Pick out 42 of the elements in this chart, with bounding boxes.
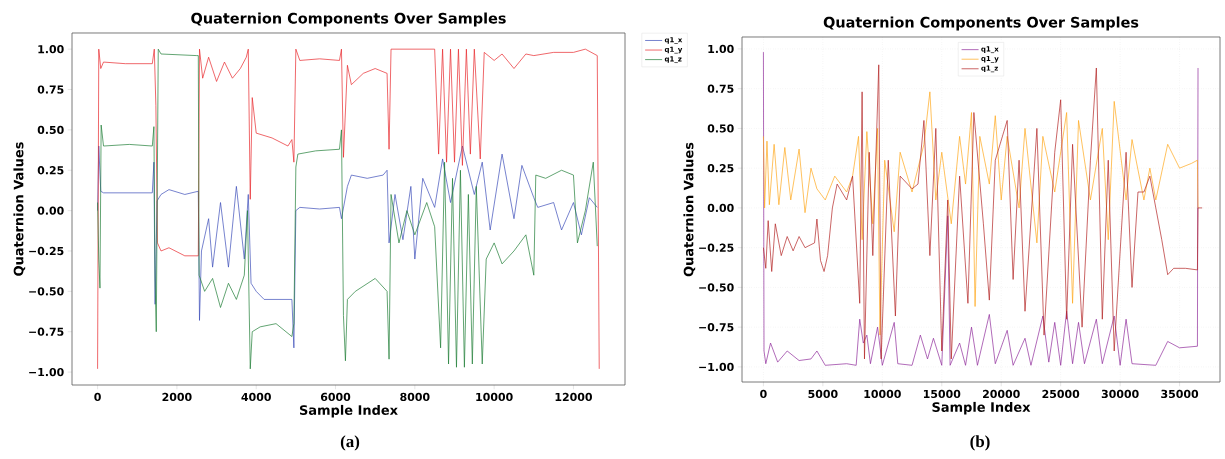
x-tick-label: 35000 bbox=[1161, 389, 1199, 399]
line-series bbox=[763, 91, 1199, 336]
y-tick-label: 1.00 bbox=[708, 44, 734, 54]
y-tick-label: 0.25 bbox=[707, 164, 734, 173]
x-tick-label: 4000 bbox=[241, 392, 271, 402]
y-tick-label: 0.50 bbox=[707, 124, 734, 133]
x-tick-label: 8000 bbox=[400, 392, 430, 402]
x-axis-title: Sample Index bbox=[299, 404, 398, 418]
y-tick-label: −0.25 bbox=[29, 246, 64, 256]
y-tick-label: −0.75 bbox=[29, 327, 64, 336]
y-tick-label: 0.75 bbox=[37, 85, 64, 94]
x-tick-label: 30000 bbox=[1101, 389, 1139, 399]
y-tick-label: 0.75 bbox=[707, 84, 734, 93]
text: (b) bbox=[970, 435, 990, 451]
y-axis-title: Quaternion Values bbox=[13, 142, 26, 276]
x-tick-label: 0 bbox=[760, 389, 767, 399]
x-tick-label: 5000 bbox=[808, 389, 838, 399]
y-tick-label: −0.25 bbox=[699, 243, 734, 252]
x-tick-label: 2000 bbox=[162, 392, 192, 402]
y-tick-label: −0.50 bbox=[699, 283, 734, 292]
y-tick-label: 0.25 bbox=[37, 166, 64, 175]
x-tick-label: 20000 bbox=[983, 389, 1020, 399]
x-tick-label: 10000 bbox=[864, 389, 901, 399]
y-tick-label: 0.00 bbox=[707, 203, 734, 213]
y-tick-label: −1.00 bbox=[699, 362, 734, 372]
chart-title: Quaternion Components Over Samples bbox=[191, 12, 506, 27]
chart-title: Quaternion Components Over Samples bbox=[823, 16, 1139, 31]
x-tick-label: 6000 bbox=[320, 392, 351, 402]
x-tick-label: 15000 bbox=[923, 389, 961, 399]
x-tick-label: 25000 bbox=[1042, 389, 1080, 399]
text: (a) bbox=[340, 435, 360, 451]
x-axis-title: Sample Index bbox=[932, 401, 1031, 415]
y-tick-label: 0.50 bbox=[37, 125, 64, 135]
y-tick-label: −0.75 bbox=[699, 323, 734, 332]
y-axis-title: Quaternion Values bbox=[683, 142, 696, 277]
x-tick-label: 0 bbox=[94, 392, 101, 402]
y-tick-label: 0.00 bbox=[37, 206, 64, 215]
y-tick-label: −1.00 bbox=[29, 367, 64, 377]
x-tick-label: 10000 bbox=[476, 392, 513, 402]
y-tick-label: 1.00 bbox=[38, 45, 64, 54]
x-tick-label: 12000 bbox=[555, 392, 592, 402]
y-tick-label: −0.50 bbox=[29, 287, 64, 296]
